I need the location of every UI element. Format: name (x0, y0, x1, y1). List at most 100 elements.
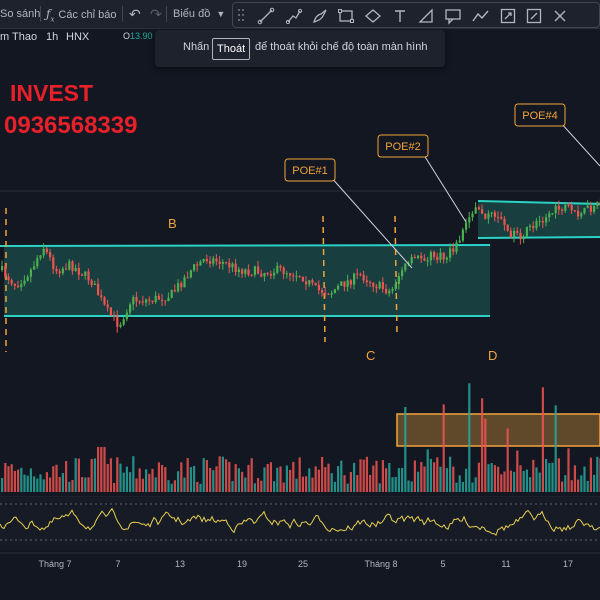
rectangle-icon[interactable] (337, 7, 355, 25)
candle (151, 300, 154, 303)
volume-bar (49, 477, 52, 492)
volume-bar (129, 472, 132, 492)
redo-icon[interactable]: ↷ (150, 6, 162, 22)
symbol-name[interactable]: m Thao (0, 31, 38, 43)
candle (295, 276, 298, 278)
volume-bar (13, 470, 16, 492)
candle (452, 248, 455, 252)
candle (541, 221, 544, 223)
candle (125, 312, 128, 320)
close-icon[interactable] (551, 7, 569, 25)
volume-bar (52, 466, 55, 492)
poe1-callout[interactable]: POE#1 (284, 158, 336, 182)
candle (433, 252, 436, 257)
path-icon[interactable] (472, 7, 490, 25)
volume-bar (410, 481, 413, 492)
text-icon[interactable] (391, 7, 409, 25)
brand-phone: 0936568339 (4, 112, 138, 139)
poe4-callout[interactable]: POE#4 (514, 103, 566, 127)
volume-bar (359, 459, 362, 492)
candle (292, 275, 295, 277)
compare-button[interactable]: So sánh (0, 0, 40, 28)
volume-bar (487, 464, 490, 492)
candle (535, 221, 538, 229)
candle (554, 205, 557, 214)
volume-bar (330, 473, 333, 492)
ellipse-icon[interactable] (364, 7, 382, 25)
candle (593, 205, 596, 212)
candle (52, 257, 55, 269)
escape-key-hint[interactable]: Thoát (212, 38, 251, 60)
price-range-icon[interactable] (499, 7, 517, 25)
symbol-exchange: HNX (66, 31, 90, 43)
volume-bar (353, 462, 356, 492)
volume-bar (500, 474, 503, 492)
candle (93, 283, 96, 286)
volume-bar (561, 481, 564, 492)
candle (516, 230, 519, 233)
volume-bar (253, 483, 256, 492)
chart-type-button[interactable]: Biểu đồ ▼ (173, 0, 225, 28)
volume-bar (84, 477, 87, 492)
volume-bar (474, 477, 477, 492)
candle (65, 268, 68, 270)
candle (589, 205, 592, 212)
candle (465, 222, 468, 230)
volume-bar (250, 458, 253, 492)
candle (362, 274, 365, 281)
oscillator-pane (0, 497, 600, 550)
volume-bar (193, 465, 196, 492)
candle (333, 289, 336, 294)
trend-line-icon[interactable] (257, 7, 275, 25)
fib-icon[interactable] (417, 7, 435, 25)
volume-bar (436, 457, 439, 492)
poe1-box (284, 158, 336, 182)
candle (397, 275, 400, 284)
x-tick-label: 11 (501, 559, 510, 569)
candle (4, 266, 7, 277)
volume-bar (554, 405, 557, 492)
volume-bar (65, 461, 68, 492)
undo-icon[interactable]: ↶ (129, 6, 141, 22)
volume-bar (455, 482, 458, 492)
candle (513, 230, 516, 238)
volume-bar (321, 456, 324, 492)
volume-bar (349, 472, 352, 492)
volume-bar (247, 464, 250, 492)
candle (583, 207, 586, 214)
volume-bar (279, 466, 282, 492)
volume-bar (378, 483, 381, 492)
volume-bar (497, 466, 500, 492)
candle (596, 202, 599, 206)
poe2-callout[interactable]: POE#2 (377, 134, 429, 158)
symbol-interval[interactable]: 1h (46, 31, 59, 43)
candle (426, 260, 429, 262)
chart-label: Biểu đồ (173, 8, 211, 20)
candle (221, 262, 224, 264)
volume-bar (103, 447, 106, 492)
candle (13, 283, 16, 286)
callout-icon[interactable] (444, 7, 462, 25)
volume-bar (4, 462, 7, 492)
candle (551, 213, 554, 215)
ray-icon[interactable] (285, 7, 303, 25)
volume-bar (423, 466, 426, 492)
candle (525, 227, 528, 237)
indicators-button[interactable]: ƒx Các chỉ báo (46, 0, 117, 28)
volume-bar (388, 462, 391, 492)
candle (74, 268, 77, 272)
poe4-pointer (559, 121, 600, 167)
volume-bar (23, 474, 26, 492)
volume-bar (205, 460, 208, 492)
volume-bar (260, 480, 263, 492)
note-icon[interactable] (525, 7, 543, 25)
brush-icon[interactable] (311, 7, 329, 25)
candle (388, 290, 391, 294)
volume-bar (426, 449, 429, 492)
candle (212, 258, 215, 264)
volume-bar (87, 477, 90, 492)
candle (42, 248, 45, 256)
x-tick-label: 19 (237, 559, 247, 569)
candle (506, 224, 509, 231)
drag-handle-icon[interactable] (237, 8, 245, 22)
